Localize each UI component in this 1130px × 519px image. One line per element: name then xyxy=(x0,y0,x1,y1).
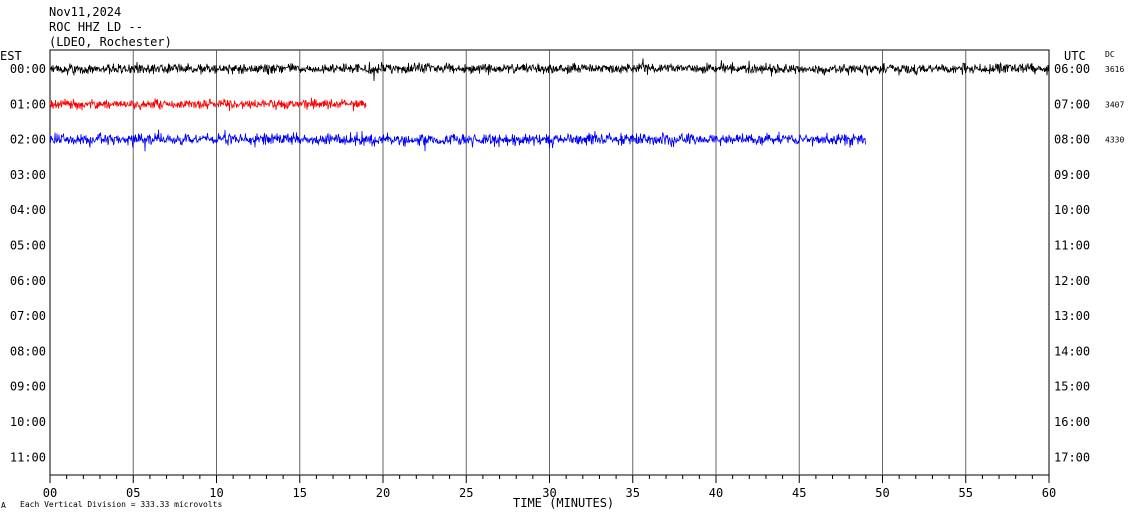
right-hour-label: 16:00 xyxy=(1054,415,1090,429)
right-hour-label: 15:00 xyxy=(1054,380,1090,394)
right-hour-label: 11:00 xyxy=(1054,239,1090,253)
dc-title: DC xyxy=(1105,50,1115,59)
seismic-traces xyxy=(49,58,1050,152)
left-hour-label: 10:00 xyxy=(10,415,46,429)
station-location: (LDEO, Rochester) xyxy=(49,35,172,49)
x-tick-label: 15 xyxy=(293,486,307,500)
seismic-trace xyxy=(49,58,1050,82)
left-hour-label: 06:00 xyxy=(10,274,46,288)
corner-mark: A xyxy=(1,501,6,510)
grid-lines xyxy=(132,50,967,475)
left-axis-title: EST xyxy=(0,49,22,63)
right-hour-labels: 06:00 07:00 08:00 09:00 10:00 11:00 12:00 13:00… xyxy=(1054,62,1090,464)
x-axis-label: TIME (MINUTES) xyxy=(513,496,614,510)
right-axis-title: UTC xyxy=(1064,49,1086,63)
right-hour-label: 10:00 xyxy=(1054,203,1090,217)
left-hour-label: 03:00 xyxy=(10,168,46,182)
seismic-trace xyxy=(49,97,367,112)
chart-date: Nov11,2024 xyxy=(49,5,121,19)
right-hour-label: 12:00 xyxy=(1054,274,1090,288)
x-tick-label: 10 xyxy=(209,486,223,500)
right-hour-label: 09:00 xyxy=(1054,168,1090,182)
station-code: ROC HHZ LD -- xyxy=(49,20,143,34)
left-hour-label: 01:00 xyxy=(10,97,46,111)
x-tick-label: 05 xyxy=(126,486,140,500)
x-tick-label: 20 xyxy=(376,486,390,500)
dc-value-label: 3616 xyxy=(1105,65,1124,74)
x-tick-label: 60 xyxy=(1042,486,1056,500)
x-tick-label: 30 xyxy=(542,486,556,500)
x-tick-label: 45 xyxy=(792,486,806,500)
left-hour-label: 09:00 xyxy=(10,380,46,394)
x-tick-label: 00 xyxy=(43,486,57,500)
dc-value-labels: 3616 3407 4330 xyxy=(1105,65,1124,145)
right-hour-label: 08:00 xyxy=(1054,133,1090,147)
right-hour-label: 17:00 xyxy=(1054,450,1090,464)
left-hour-label: 00:00 xyxy=(10,62,46,76)
left-hour-label: 04:00 xyxy=(10,203,46,217)
right-hour-label: 13:00 xyxy=(1054,309,1090,323)
x-tick-label: 55 xyxy=(959,486,973,500)
dc-value-label: 4330 xyxy=(1105,136,1124,145)
scale-note: Each Vertical Division = 333.33 microvol… xyxy=(20,500,222,509)
left-hour-label: 02:00 xyxy=(10,133,46,147)
left-hour-label: 08:00 xyxy=(10,344,46,358)
right-hour-label: 06:00 xyxy=(1054,62,1090,76)
x-tick-label: 35 xyxy=(626,486,640,500)
x-axis-ticks: 00 05 10 15 20 25 30 35 40 45 50 55 60 xyxy=(43,475,1056,500)
right-hour-label: 14:00 xyxy=(1054,344,1090,358)
right-hour-label: 07:00 xyxy=(1054,97,1090,111)
seismic-trace xyxy=(49,129,866,152)
left-hour-label: 07:00 xyxy=(10,309,46,323)
left-hour-labels: 00:00 01:00 02:00 03:00 04:00 05:00 06:00 07:00… xyxy=(10,62,46,464)
dc-value-label: 3407 xyxy=(1105,100,1124,109)
left-hour-label: 05:00 xyxy=(10,239,46,253)
x-tick-label: 25 xyxy=(459,486,473,500)
x-tick-label: 40 xyxy=(709,486,723,500)
x-tick-label: 50 xyxy=(875,486,889,500)
left-hour-label: 11:00 xyxy=(10,450,46,464)
